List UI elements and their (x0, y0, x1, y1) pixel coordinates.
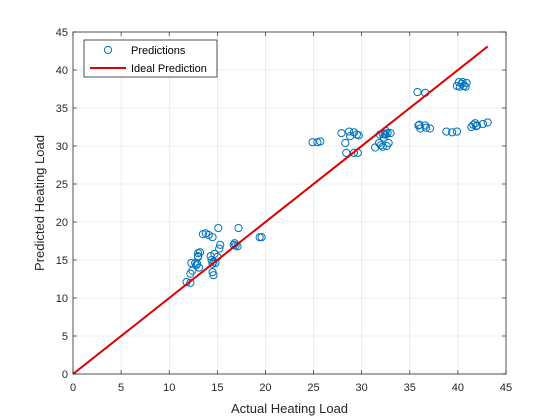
prediction-point (188, 266, 197, 275)
legend-box (83, 39, 218, 78)
x-tick-label: 45 (500, 382, 512, 394)
y-tick-label: 15 (56, 255, 68, 267)
x-tick-label: 15 (211, 382, 223, 394)
prediction-point (349, 148, 359, 157)
legend-label-ideal: Ideal Prediction (131, 63, 207, 75)
prediction-point (187, 258, 196, 268)
prediction-point (425, 124, 435, 133)
prediction-point (195, 248, 205, 257)
prediction-point (483, 118, 492, 127)
y-tick-label: 5 (62, 331, 68, 343)
y-tick-label: 0 (62, 369, 68, 381)
y-tick-label: 40 (56, 65, 68, 77)
prediction-point (208, 233, 217, 242)
prediction-point (308, 138, 317, 147)
prediction-point (257, 233, 266, 242)
prediction-point (384, 138, 393, 148)
prediction-point (473, 121, 482, 130)
y-tick-label: 30 (56, 141, 68, 153)
x-tick-label: 25 (307, 382, 319, 394)
data-series (72, 45, 492, 375)
y-tick-label: 45 (56, 27, 68, 39)
prediction-point (452, 127, 462, 136)
prediction-point (461, 82, 470, 91)
prediction-point (448, 128, 457, 137)
prediction-point (458, 78, 467, 87)
prediction-point (345, 127, 354, 136)
prediction-point (462, 78, 471, 88)
x-tick-label: 20 (259, 382, 271, 394)
x-axis-label: Actual Heating Load (231, 401, 348, 416)
prediction-point (341, 138, 350, 148)
x-tick-label: 10 (163, 382, 175, 394)
prediction-point (234, 223, 243, 233)
legend: Predictions Ideal Prediction (83, 39, 218, 78)
prediction-point (422, 123, 431, 132)
x-tick-label: 40 (452, 382, 464, 394)
prediction-point (209, 271, 218, 280)
x-tick-label: 5 (118, 382, 124, 394)
ideal-prediction-line (72, 45, 489, 375)
plot-frame (72, 31, 507, 375)
x-tick-label: 0 (70, 382, 76, 394)
prediction-point (378, 142, 387, 151)
prediction-point (193, 252, 203, 262)
prediction-point (211, 258, 220, 268)
prediction-point (316, 137, 325, 146)
prediction-point (413, 87, 422, 97)
legend-label-predictions: Predictions (131, 45, 186, 57)
prediction-point (383, 128, 392, 138)
y-tick-label: 10 (56, 293, 68, 305)
y-tick-label: 25 (56, 179, 68, 191)
prediction-point (376, 141, 386, 150)
prediction-point (215, 244, 224, 253)
prediction-point (386, 128, 395, 138)
y-tick-label: 20 (56, 217, 68, 229)
y-axis-label: Predicted Heating Load (32, 135, 47, 271)
prediction-point (186, 278, 195, 287)
prediction-point (216, 240, 225, 249)
prediction-point (354, 131, 363, 140)
prediction-point (472, 122, 481, 131)
prediction-point (214, 223, 223, 233)
prediction-point (442, 127, 451, 136)
x-tick-label: 30 (356, 382, 368, 394)
y-tick-label: 35 (56, 103, 68, 115)
axis-ticks: 0 5 10 15 20 25 30 35 40 45 0 5 10 15 20 25 30 35 40 45 (56, 27, 512, 394)
x-tick-label: 35 (404, 382, 416, 394)
prediction-point (337, 128, 346, 138)
prediction-point (194, 263, 204, 272)
prediction-point (210, 249, 219, 259)
prediction-point (415, 120, 424, 129)
legend-marker-predictions (103, 45, 113, 55)
